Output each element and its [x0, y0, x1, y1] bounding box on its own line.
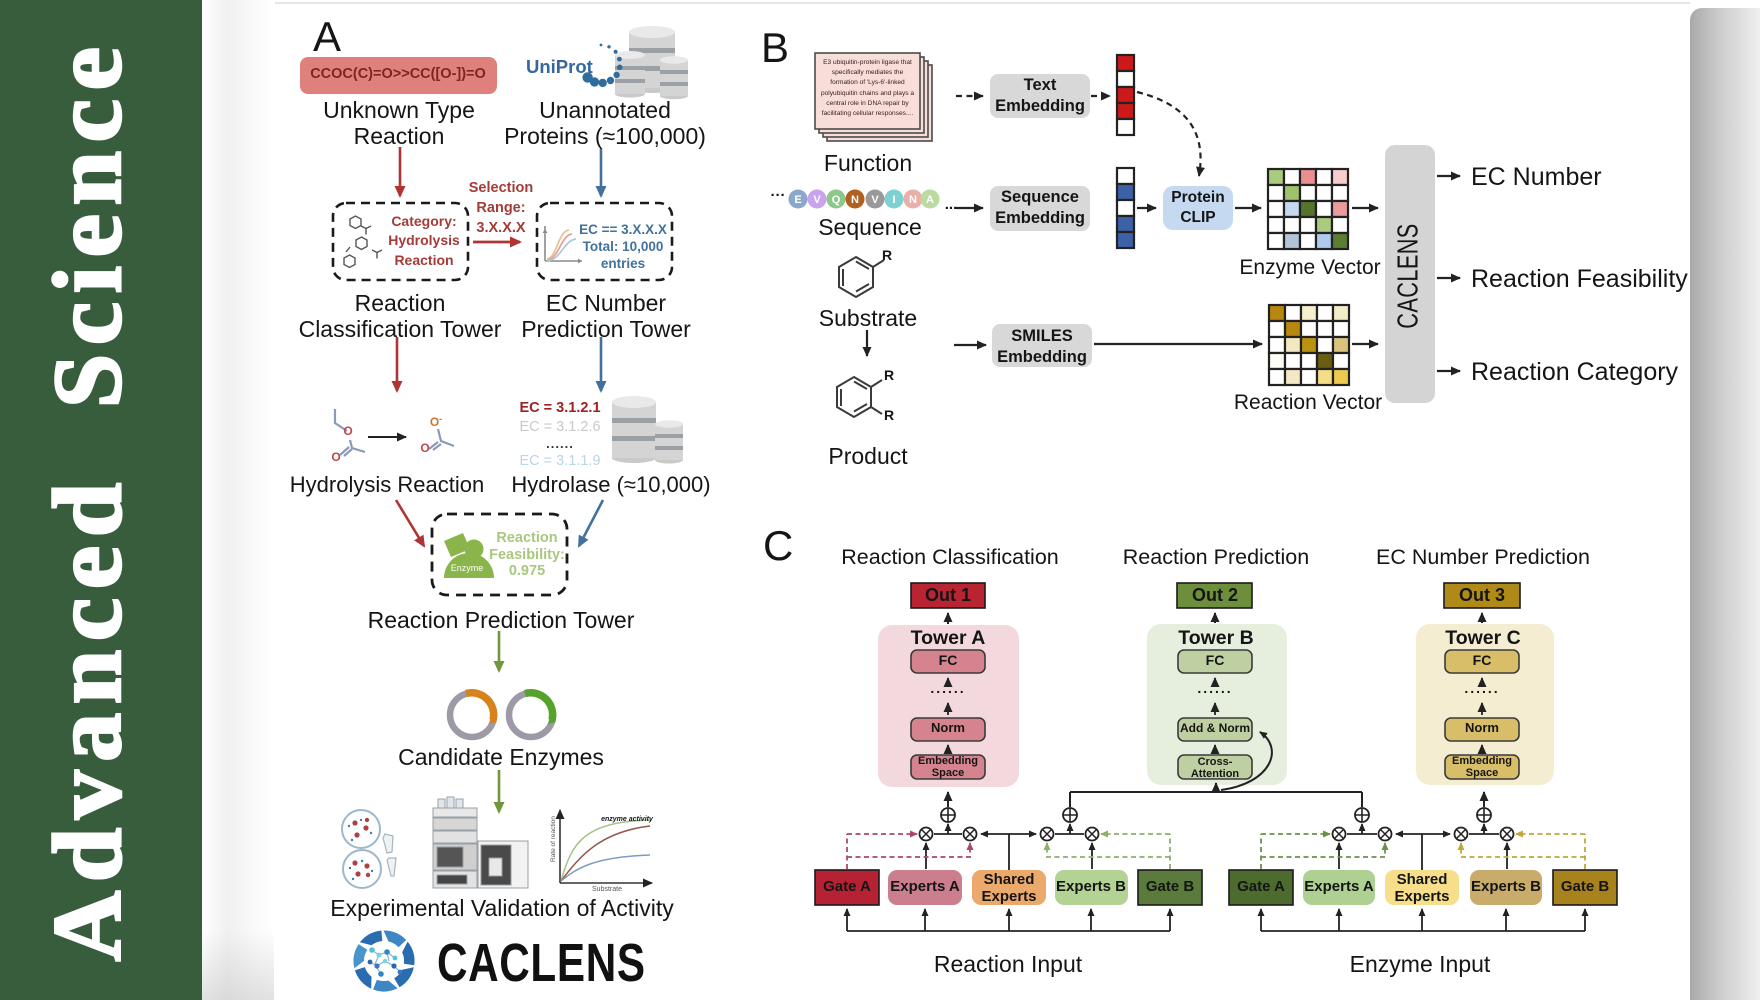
svg-text:Q: Q — [832, 194, 841, 206]
svg-text:V: V — [813, 194, 821, 206]
svg-text:N: N — [909, 194, 917, 206]
svg-text:I: I — [892, 194, 895, 206]
svg-text:N: N — [851, 194, 859, 206]
svg-text:A: A — [926, 194, 934, 206]
svg-text:E: E — [794, 194, 801, 206]
svg-text:V: V — [871, 194, 879, 206]
